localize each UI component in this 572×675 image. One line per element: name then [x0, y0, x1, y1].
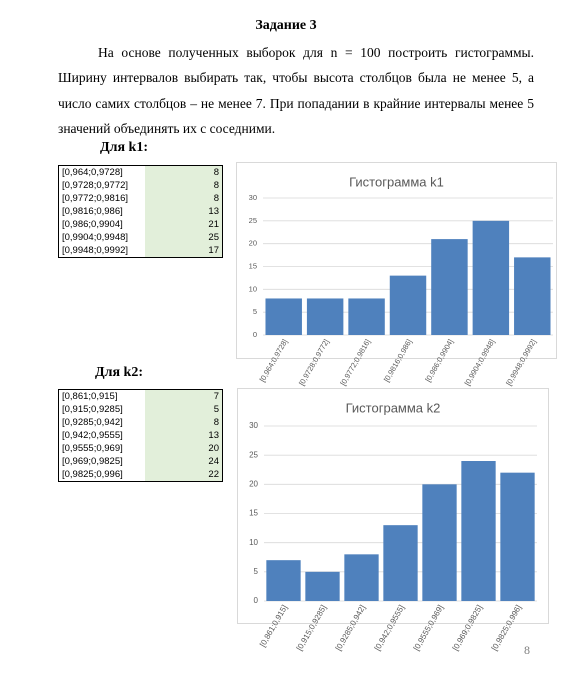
- count-cell: 8: [145, 179, 223, 192]
- x-tick-label: [0,986;0,9904]: [423, 338, 455, 384]
- table-row: [0,861;0,915] 7: [59, 389, 223, 403]
- count-cell: 20: [145, 442, 223, 455]
- chart-title: Гистограмма k1: [349, 174, 444, 189]
- y-tick-label: 0: [254, 596, 259, 605]
- x-tick-label: [0,9772;0,9816]: [338, 338, 372, 388]
- interval-cell: [0,969;0,9825]: [62, 456, 123, 467]
- interval-cell: [0,861;0,915]: [62, 391, 118, 402]
- table-row: [0,9948;0,9992] 17: [59, 244, 223, 258]
- x-tick-label: [0,861;0,915]: [258, 604, 289, 649]
- interval-cell: [0,942;0,9555]: [62, 430, 123, 441]
- count-cell: 24: [145, 455, 223, 468]
- data-table: [0,861;0,915] 7 [0,915;0,9285] 5 [0,9285;0,9…: [58, 389, 223, 482]
- y-tick-label: 30: [249, 193, 257, 202]
- interval-cell: [0,9904;0,9948]: [62, 232, 129, 243]
- task-title: Задание 3: [255, 18, 317, 33]
- x-tick-label: [0,9728;0,9772]: [297, 338, 331, 388]
- bar: [348, 298, 385, 335]
- bar: [389, 275, 427, 335]
- bar: [431, 239, 468, 335]
- y-tick-label: 5: [253, 307, 257, 316]
- y-tick-label: 15: [249, 261, 257, 270]
- y-tick-label: 15: [249, 509, 258, 518]
- y-tick-label: 25: [249, 450, 258, 459]
- y-tick-label: 10: [249, 284, 257, 293]
- count-cell: 8: [145, 192, 223, 205]
- y-tick-label: 0: [253, 330, 257, 339]
- table-row: [0,964;0,9728] 8: [59, 165, 223, 179]
- bar: [514, 257, 551, 335]
- x-tick-label: [0,964;0,9728]: [258, 338, 290, 384]
- x-tick-label: [0,942;0,9555]: [373, 604, 406, 653]
- bar: [383, 525, 418, 601]
- y-tick-label: 20: [249, 239, 257, 248]
- table-row: [0,942;0,9555] 13: [59, 429, 223, 442]
- interval-cell: [0,9728;0,9772]: [62, 180, 129, 191]
- x-tick-label: [0,9555;0,969]: [412, 604, 445, 653]
- table-row: [0,986;0,9904] 21: [59, 218, 223, 231]
- count-cell: 25: [145, 231, 223, 244]
- table-row: [0,9285;0,942] 8: [59, 416, 223, 429]
- section-label: Для k1:: [100, 140, 149, 155]
- chart: Гистограмма k1 0 5 10 15 20 25 30 [0,964;0,9728]…: [236, 162, 557, 387]
- bar: [305, 571, 340, 601]
- table-row: [0,9825;0,996] 22: [59, 468, 223, 482]
- table-row: [0,915;0,9285] 5: [59, 403, 223, 416]
- page-number: 8: [524, 643, 530, 657]
- x-tick-label: [0,9825;0,996]: [490, 604, 523, 653]
- count-cell: 21: [145, 218, 223, 231]
- bar: [265, 298, 302, 335]
- bar: [461, 461, 496, 601]
- count-cell: 17: [145, 244, 223, 258]
- table-row: [0,9904;0,9948] 25: [59, 231, 223, 244]
- x-tick-label: [0,9285;0,942]: [334, 604, 367, 653]
- bar: [266, 560, 301, 601]
- chart: Гистограмма k2051015202530[0,861;0,915][…: [237, 388, 549, 652]
- interval-cell: [0,9948;0,9992]: [62, 245, 129, 256]
- count-cell: 8: [145, 165, 223, 179]
- interval-cell: [0,9772;0,9816]: [62, 193, 129, 204]
- y-tick-label: 5: [254, 567, 259, 576]
- table-row: [0,9816;0,986] 13: [59, 205, 223, 218]
- x-tick-label: [0,969;0,9825]: [451, 604, 484, 653]
- chart-title: Гистограмма k2: [346, 400, 441, 415]
- x-tick-label: [0,9904;0,9948]: [463, 338, 497, 388]
- y-tick-label: 25: [249, 216, 257, 225]
- interval-cell: [0,986;0,9904]: [62, 219, 123, 230]
- table-row: [0,9772;0,9816] 8: [59, 192, 223, 205]
- table-row: [0,9555;0,969] 20: [59, 442, 223, 455]
- count-cell: 13: [145, 205, 223, 218]
- x-tick-label: [0,915;0,9285]: [295, 604, 328, 653]
- interval-cell: [0,9285;0,942]: [62, 417, 123, 428]
- count-cell: 7: [145, 389, 223, 403]
- interval-cell: [0,915;0,9285]: [62, 404, 123, 415]
- bar: [472, 220, 510, 335]
- count-cell: 5: [145, 403, 223, 416]
- count-cell: 22: [145, 468, 223, 482]
- data-table: [0,964;0,9728] 8 [0,9728;0,9772] 8 [0,9772;0…: [58, 165, 223, 258]
- section-label: Для k2:: [95, 365, 144, 380]
- y-tick-label: 10: [249, 538, 258, 547]
- bar: [344, 554, 379, 601]
- task-text: На основе полученных выборок для n = 100…: [58, 45, 534, 136]
- count-cell: 13: [145, 429, 223, 442]
- interval-cell: [0,964;0,9728]: [62, 167, 123, 178]
- y-tick-label: 30: [249, 421, 258, 430]
- bar: [500, 472, 535, 601]
- y-tick-label: 20: [249, 479, 258, 488]
- x-tick-label: [0,9816;0,986]: [382, 338, 414, 384]
- bar: [306, 298, 344, 335]
- table-row: [0,9728;0,9772] 8: [59, 179, 223, 192]
- bar: [422, 484, 457, 601]
- interval-cell: [0,9816;0,986]: [62, 206, 123, 217]
- count-cell: 8: [145, 416, 223, 429]
- table-row: [0,969;0,9825] 24: [59, 455, 223, 468]
- interval-cell: [0,9825;0,996]: [62, 469, 123, 480]
- interval-cell: [0,9555;0,969]: [62, 443, 123, 454]
- x-tick-label: [0,9948;0,9992]: [504, 338, 538, 388]
